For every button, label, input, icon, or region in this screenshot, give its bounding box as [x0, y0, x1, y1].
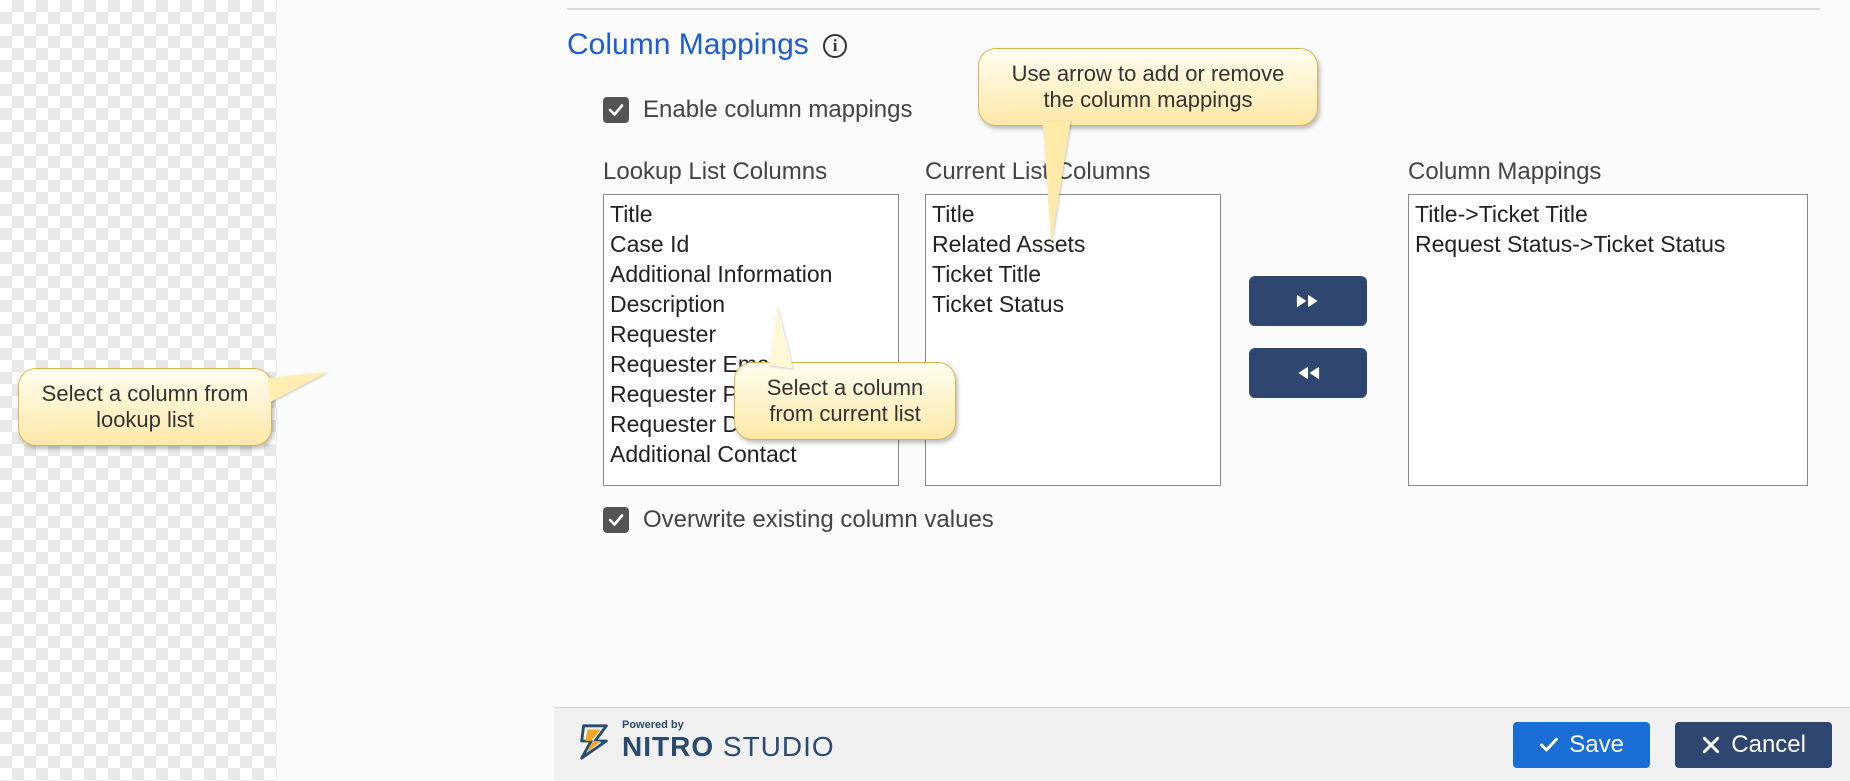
overwrite-label: Overwrite existing column values	[643, 506, 994, 534]
enable-mappings-checkbox[interactable]	[603, 97, 629, 123]
list-item[interactable]: Case Id	[610, 229, 892, 259]
lookup-listbox[interactable]: TitleCase IdAdditional InformationDescri…	[603, 194, 899, 486]
list-item[interactable]: Requester	[610, 319, 892, 349]
overwrite-row: Overwrite existing column values	[603, 506, 994, 534]
list-item[interactable]: Title	[610, 199, 892, 229]
cancel-button-label: Cancel	[1731, 731, 1806, 759]
section-title: Column Mappings i	[567, 28, 847, 62]
callout-arrows-text: Use arrow to add or remove the column ma…	[1012, 61, 1285, 112]
brand-mark-icon	[576, 722, 614, 760]
brand-name-bold: NITRO	[622, 731, 714, 762]
list-item[interactable]: Ticket Status	[932, 289, 1214, 319]
double-arrow-left-icon	[1289, 361, 1327, 385]
list-item[interactable]: Request Status->Ticket Status	[1415, 229, 1801, 259]
callout-arrows: Use arrow to add or remove the column ma…	[978, 48, 1318, 126]
list-item[interactable]: Description	[610, 289, 892, 319]
add-mapping-button[interactable]	[1249, 276, 1367, 326]
list-item[interactable]: Additional Contact	[610, 439, 892, 469]
callout-current-text: Select a column from current list	[767, 375, 924, 426]
save-button[interactable]: Save	[1513, 722, 1650, 768]
list-item[interactable]: Ticket Title	[932, 259, 1214, 289]
overwrite-checkbox[interactable]	[603, 507, 629, 533]
enable-mappings-row: Enable column mappings	[603, 96, 913, 124]
top-divider	[567, 8, 1820, 10]
check-icon	[1539, 735, 1559, 755]
callout-lookup-text: Select a column from lookup list	[42, 381, 249, 432]
callout-current: Select a column from current list	[734, 362, 956, 440]
remove-mapping-button[interactable]	[1249, 348, 1367, 398]
section-title-text: Column Mappings	[567, 28, 809, 61]
powered-by-text: Powered by	[622, 720, 835, 731]
lookup-columns-label: Lookup List Columns	[603, 158, 827, 186]
brand-logo: Powered by NITRO STUDIO	[576, 720, 835, 761]
info-icon[interactable]: i	[823, 34, 847, 58]
list-item[interactable]: Additional Information	[610, 259, 892, 289]
save-button-label: Save	[1569, 731, 1624, 759]
list-item[interactable]: Title->Ticket Title	[1415, 199, 1801, 229]
callout-lookup: Select a column from lookup list	[18, 368, 272, 446]
close-icon	[1701, 735, 1721, 755]
brand-name: NITRO STUDIO	[622, 733, 835, 761]
brand-name-light: STUDIO	[714, 731, 835, 762]
footer-bar: Powered by NITRO STUDIO Save Cancel	[554, 707, 1850, 781]
cancel-button[interactable]: Cancel	[1675, 722, 1832, 768]
current-columns-label: Current List Columns	[925, 158, 1150, 186]
enable-mappings-label: Enable column mappings	[643, 96, 913, 124]
mappings-listbox[interactable]: Title->Ticket TitleRequest Status->Ticke…	[1408, 194, 1808, 486]
double-arrow-right-icon	[1289, 289, 1327, 313]
mappings-label: Column Mappings	[1408, 158, 1601, 186]
